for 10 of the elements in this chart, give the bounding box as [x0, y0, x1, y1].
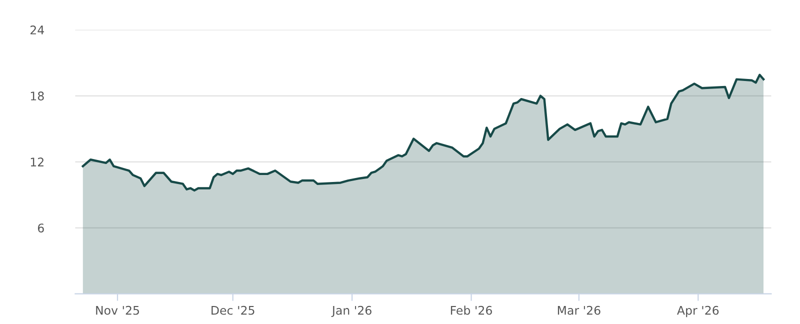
x-tick-label: Nov '25 — [96, 306, 139, 315]
y-tick-label: 24 — [30, 26, 44, 34]
x-tick-label: Apr '26 — [677, 306, 719, 318]
x-tick-label: Feb '26 — [450, 306, 492, 315]
y-tick-label: 18 — [30, 92, 44, 100]
x-tick-label: Mar '26 — [558, 306, 600, 315]
x-tick-label: Dec '25 — [212, 306, 254, 315]
y-tick-label: 6 — [38, 224, 44, 233]
x-tick-label: Jan '26 — [331, 306, 372, 318]
y-tick-label: 12 — [30, 158, 44, 166]
